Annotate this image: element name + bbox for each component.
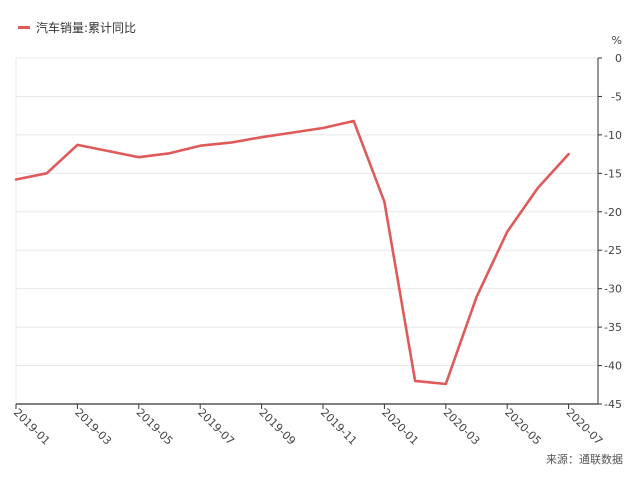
- x-tick-label: 2019-05: [134, 406, 176, 448]
- legend-label: 汽车销量:累计同比: [36, 21, 137, 35]
- x-tick-label: 2019-01: [11, 406, 53, 448]
- y-tick-label: -30: [604, 283, 622, 296]
- y-tick-label: -25: [604, 244, 622, 257]
- y-unit-label: %: [612, 34, 622, 47]
- legend-swatch: [18, 26, 30, 29]
- x-tick-label: 2019-11: [318, 406, 360, 448]
- x-tick-label: 2019-03: [72, 406, 114, 448]
- x-tick-label: 2019-09: [256, 406, 298, 448]
- y-tick-label: -5: [611, 90, 622, 103]
- y-tick-label: -35: [604, 321, 622, 334]
- y-tick-label: 0: [615, 52, 622, 65]
- x-tick-label: 2020-07: [563, 406, 605, 448]
- y-tick-label: -20: [604, 206, 622, 219]
- x-tick-label: 2020-01: [379, 406, 421, 448]
- source-note: 来源：通联数据: [546, 453, 623, 466]
- series-line: [14, 119, 570, 386]
- x-tick-label: 2020-03: [441, 406, 483, 448]
- y-tick-label: -15: [604, 167, 622, 180]
- chart-legend: 汽车销量:累计同比: [18, 19, 136, 36]
- x-tick-label: 2020-05: [502, 406, 544, 448]
- y-tick-label: -40: [604, 360, 622, 373]
- x-tick-label: 2019-07: [195, 406, 237, 448]
- y-tick-label: -45: [604, 398, 622, 411]
- y-tick-label: -10: [604, 129, 622, 142]
